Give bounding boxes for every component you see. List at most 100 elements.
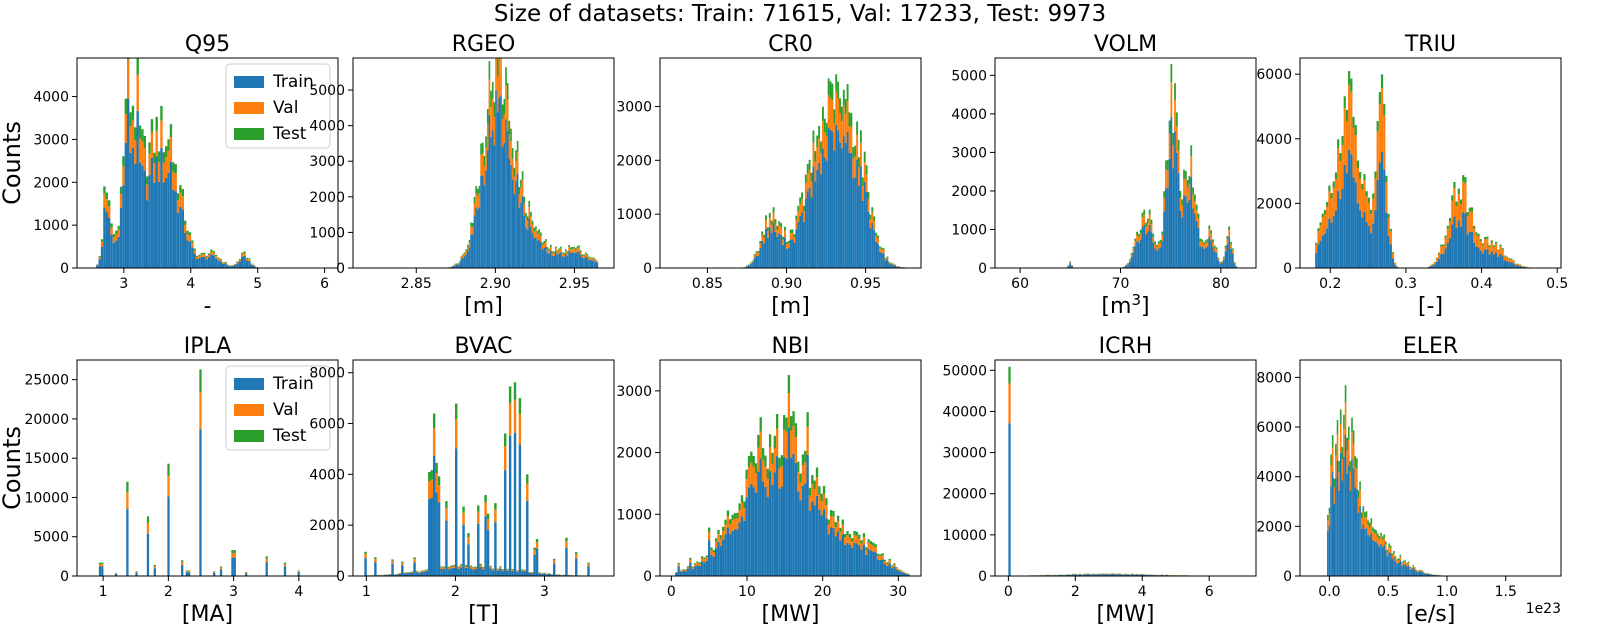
bar-train <box>1348 149 1351 268</box>
bar-train <box>131 147 135 268</box>
bar-val <box>1479 241 1482 251</box>
bar-val <box>1354 466 1357 488</box>
bar-train <box>1484 249 1487 268</box>
bar-test <box>588 256 590 258</box>
bar-train <box>191 247 194 268</box>
y-tick-label: 10000 <box>942 528 987 544</box>
bar-test <box>774 219 777 224</box>
bar-test <box>837 81 840 99</box>
bar-test <box>873 216 876 221</box>
bar-val <box>797 211 800 222</box>
bar-train <box>501 147 504 268</box>
bar-test <box>1386 549 1389 553</box>
bar-test <box>835 74 838 92</box>
bar-val <box>135 571 138 573</box>
bar-train <box>413 562 416 576</box>
y-tick-label: 6000 <box>309 417 345 433</box>
bar-val <box>297 571 300 573</box>
bar-val <box>435 473 438 493</box>
bar-val <box>1228 230 1231 238</box>
bar-test <box>1348 71 1351 85</box>
x-tick-label: 4 <box>186 276 195 292</box>
bar-train <box>1373 541 1376 576</box>
bar-val <box>501 119 504 148</box>
bar-test <box>1156 244 1158 247</box>
bar-val <box>749 263 752 264</box>
bar-test <box>513 382 517 400</box>
bar-val <box>776 229 779 237</box>
bar-val <box>865 174 868 192</box>
bar-train <box>1433 574 1435 576</box>
y-tick-label: 3000 <box>309 154 345 170</box>
bar-train <box>1385 550 1387 576</box>
bar-test <box>1409 566 1411 568</box>
bar-test <box>1503 255 1507 257</box>
bar-train <box>141 165 144 268</box>
bar-test <box>565 537 568 542</box>
bar-val <box>187 571 191 573</box>
bar-train <box>686 568 690 576</box>
bar-val <box>1391 253 1395 259</box>
bar-val <box>1375 534 1377 543</box>
bar-train <box>297 572 300 576</box>
bar-train <box>700 561 704 576</box>
bar-val <box>1378 104 1381 163</box>
bar-train <box>770 232 773 268</box>
bar-train <box>1368 536 1371 576</box>
bar-val <box>581 255 584 258</box>
bar-train <box>759 458 762 576</box>
bar-test <box>1380 74 1384 88</box>
bar-train <box>886 259 889 268</box>
bar-val <box>586 255 589 258</box>
bar-test <box>1391 252 1395 254</box>
bar-train <box>1138 574 1141 576</box>
bar-val <box>858 538 861 546</box>
bar-val <box>1226 238 1229 245</box>
bar-val <box>526 221 529 230</box>
bar-test <box>107 200 111 207</box>
bar-train <box>890 568 894 576</box>
bar-val <box>489 566 492 569</box>
bar-test <box>199 369 202 393</box>
plot-frame <box>659 57 922 269</box>
bar-train <box>245 573 248 576</box>
bar-val <box>904 573 908 574</box>
bar-train <box>698 565 701 576</box>
bar-train <box>747 265 750 268</box>
bar-train <box>768 227 771 268</box>
bar-train <box>881 559 884 576</box>
bar-train <box>816 169 819 268</box>
bar-train <box>238 261 242 268</box>
bar-test <box>1323 210 1327 215</box>
bar-val <box>1401 563 1403 566</box>
bar-test <box>1184 170 1187 180</box>
bar-test <box>1448 218 1452 222</box>
bar-test <box>1401 562 1403 564</box>
bar-train <box>477 523 480 576</box>
bar-train <box>1159 247 1162 268</box>
bar-val <box>233 264 237 265</box>
x-axis-label: [MW] <box>1097 602 1155 627</box>
bar-train <box>479 567 482 576</box>
bar-val <box>238 259 242 262</box>
bar-train <box>105 212 108 268</box>
bar-train <box>545 574 549 576</box>
bar-train <box>552 563 556 576</box>
bar-test <box>1328 507 1331 514</box>
x-tick-label: 1.0 <box>1436 584 1458 600</box>
bar-val <box>882 250 885 254</box>
bar-train <box>124 142 127 268</box>
bar-val <box>766 230 769 238</box>
bar-val <box>1327 520 1329 531</box>
bar-test <box>1389 228 1392 232</box>
bar-test <box>176 193 180 201</box>
bar-val <box>780 466 784 487</box>
bar-val <box>472 567 475 570</box>
bar-val <box>1412 566 1415 568</box>
bar-val <box>195 256 199 259</box>
bar-test <box>795 215 798 221</box>
bar-train <box>771 484 774 576</box>
bar-train <box>523 571 527 576</box>
bar-val <box>146 522 150 534</box>
